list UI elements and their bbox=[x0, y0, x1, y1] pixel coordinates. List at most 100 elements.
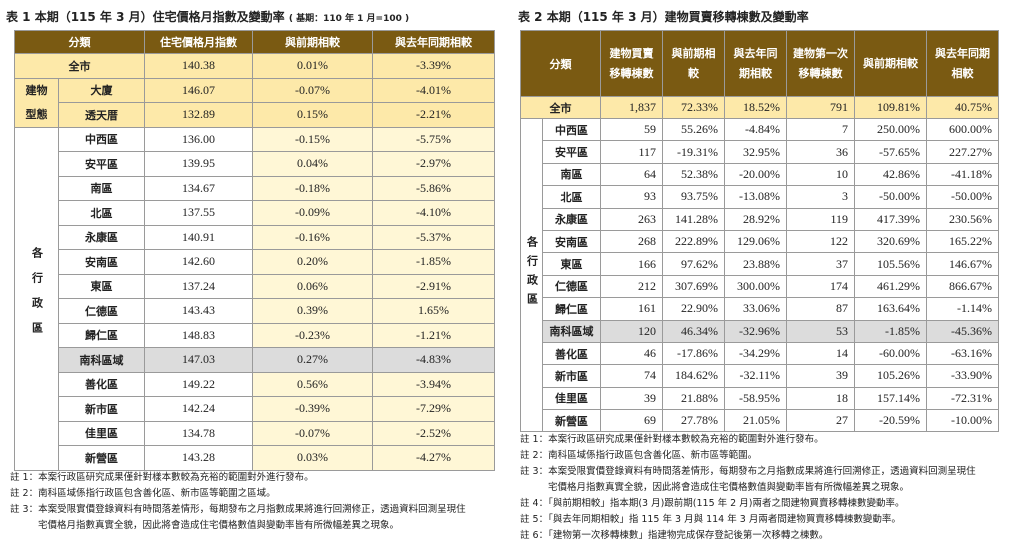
t1-district-mom: 0.04% bbox=[252, 151, 373, 177]
t2-note: 註 1：本案行政區研究成果僅針對樣本數較為充裕的範圍對外進行發布。 bbox=[520, 434, 824, 445]
t2-district-sale: 39 bbox=[600, 386, 663, 411]
t1-district-yoy: -7.29% bbox=[372, 396, 495, 422]
t2-total-name: 全市 bbox=[520, 96, 601, 119]
t2-district-name: 東區 bbox=[542, 252, 601, 276]
t2-district-first: 18 bbox=[786, 386, 855, 411]
t2-row-district: 新市區 74 184.62% -32.11% 39 105.26% -33.90% bbox=[521, 364, 999, 388]
t2-total-sale: 1,837 bbox=[600, 96, 663, 119]
t2-district-sale: 161 bbox=[600, 297, 663, 321]
t2-district-name: 安平區 bbox=[542, 140, 601, 164]
t2-district-mom: 184.62% bbox=[662, 364, 725, 388]
t2-district-fmom: 105.26% bbox=[854, 364, 927, 388]
t1-district-mom: 0.56% bbox=[252, 371, 373, 397]
t2-header-first: 建物第一次移轉棟數 bbox=[786, 30, 855, 97]
t2-district-mom: 46.34% bbox=[662, 319, 725, 343]
t2-district-fyoy: 227.27% bbox=[926, 140, 999, 164]
t1-row-total: 全市 140.38 0.01% -3.39% bbox=[14, 53, 495, 79]
t2-district-fmom: -20.59% bbox=[854, 409, 927, 433]
t1-district-mom: -0.18% bbox=[252, 175, 373, 201]
t2-district-fmom: 157.14% bbox=[854, 386, 927, 411]
t2-total-fyoy: 40.75% bbox=[926, 96, 999, 119]
t2-district-fyoy: 600.00% bbox=[926, 117, 999, 142]
t2-district-sale: 93 bbox=[600, 185, 663, 209]
t2-total-yoy: 18.52% bbox=[724, 96, 787, 119]
t2-district-name: 北區 bbox=[542, 185, 601, 209]
t1-building-index: 146.07 bbox=[144, 77, 253, 103]
t2-row-total: 全市 1,837 72.33% 18.52% 791 109.81% 40.75% bbox=[520, 96, 999, 119]
t2-district-mom: 21.88% bbox=[662, 386, 725, 411]
t1-row-district: 安南區 142.60 0.20% -1.85% bbox=[15, 249, 495, 275]
t2-row-district: 南科區域 120 46.34% -32.96% 53 -1.85% -45.36% bbox=[521, 319, 999, 343]
t2-district-fmom: 250.00% bbox=[854, 117, 927, 142]
t2-district-sale: 268 bbox=[600, 229, 663, 254]
t2-district-fyoy: 146.67% bbox=[926, 252, 999, 276]
t2-district-fmom: 417.39% bbox=[854, 207, 927, 231]
t2-district-first: 174 bbox=[786, 274, 855, 299]
t2-district-mom: 97.62% bbox=[662, 252, 725, 276]
t1-district-name: 安南區 bbox=[58, 249, 145, 275]
t1-district-index: 140.91 bbox=[144, 224, 253, 250]
t1-district-mom: -0.09% bbox=[252, 200, 373, 226]
t1-district-name: 善化區 bbox=[58, 371, 145, 397]
t1-total-mom: 0.01% bbox=[252, 53, 373, 79]
t1-row-district: 歸仁區 148.83 -0.23% -1.21% bbox=[15, 322, 495, 348]
t1-district-name: 永康區 bbox=[58, 224, 145, 250]
t2-district-sale: 212 bbox=[600, 274, 663, 299]
t1-district-mom: -0.23% bbox=[252, 322, 373, 348]
t2-row-district: 歸仁區 161 22.90% 33.06% 87 163.64% -1.14% bbox=[521, 297, 999, 321]
t1-district-yoy: -2.97% bbox=[372, 151, 495, 177]
t2-district-mom: 22.90% bbox=[662, 297, 725, 321]
t2-district-first: 14 bbox=[786, 341, 855, 366]
t2-note: 宅價格月指數真實全貌，因此將會造成住宅價格數值與變動率皆有所微幅差異之現象。 bbox=[548, 482, 910, 493]
t2-note: 註 2：南科區域係指行政區包含善化區、新市區等範圍。 bbox=[520, 450, 758, 461]
table2-panel: 表 2 本期（115 年 3 月）建物買賣移轉棟數及變動率 分類 建物買賣移轉棟… bbox=[518, 0, 1020, 541]
t2-district-yoy: -13.08% bbox=[724, 185, 787, 209]
t2-district-fmom: 320.69% bbox=[854, 229, 927, 254]
t1-district-name: 南科區域 bbox=[58, 347, 145, 373]
t1-row-district: 永康區 140.91 -0.16% -5.37% bbox=[15, 224, 495, 250]
t1-district-index: 134.67 bbox=[144, 175, 253, 201]
t2-district-sale: 263 bbox=[600, 207, 663, 231]
t2-district-fyoy: -41.18% bbox=[926, 162, 999, 187]
t2-district-mom: 141.28% bbox=[662, 207, 725, 231]
t2-note: 註 3：本案受限實價登錄資料有時間落差情形，每期發布之月指數成果將進行回溯修正，… bbox=[520, 466, 976, 477]
t2-district-yoy: -4.84% bbox=[724, 117, 787, 142]
t1-district-mom: -0.39% bbox=[252, 396, 373, 422]
t1-row-building: 透天厝 132.89 0.15% -2.21% bbox=[15, 102, 495, 128]
t1-district-name: 新營區 bbox=[58, 445, 145, 471]
t1-district-index: 134.78 bbox=[144, 420, 253, 446]
t1-district-mom: 0.03% bbox=[252, 445, 373, 471]
t2-district-sale: 120 bbox=[600, 319, 663, 343]
t2-total-fmom: 109.81% bbox=[854, 96, 927, 119]
t2-district-name: 歸仁區 bbox=[542, 297, 601, 321]
t1-row-district: 佳里區 134.78 -0.07% -2.52% bbox=[15, 420, 495, 446]
t2-total-first: 791 bbox=[786, 96, 855, 119]
t1-district-yoy: -2.91% bbox=[372, 273, 495, 299]
t2-district-name: 安南區 bbox=[542, 229, 601, 254]
t1-building-index: 132.89 bbox=[144, 102, 253, 128]
t2-district-sale: 117 bbox=[600, 140, 663, 164]
t2-header-sale: 建物買賣移轉棟數 bbox=[600, 30, 663, 97]
t1-district-mom: 0.06% bbox=[252, 273, 373, 299]
t1-district-index: 143.28 bbox=[144, 445, 253, 471]
t2-district-mom: -19.31% bbox=[662, 140, 725, 164]
t1-district-name: 東區 bbox=[58, 273, 145, 299]
t1-row-district: 新市區 142.24 -0.39% -7.29% bbox=[15, 396, 495, 422]
t2-district-first: 7 bbox=[786, 117, 855, 142]
t1-district-name: 北區 bbox=[58, 200, 145, 226]
t2-district-mom: 222.89% bbox=[662, 229, 725, 254]
t1-building-mom: 0.15% bbox=[252, 102, 373, 128]
t2-row-district: 北區 93 93.75% -13.08% 3 -50.00% -50.00% bbox=[521, 185, 999, 209]
t1-district-mom: 0.39% bbox=[252, 298, 373, 324]
t1-row-district: 善化區 149.22 0.56% -3.94% bbox=[15, 371, 495, 397]
t2-row-district: 仁德區 212 307.69% 300.00% 174 461.29% 866.67% bbox=[521, 274, 999, 299]
t1-note: 註 3：本案受限實價登錄資料有時間落差情形，每期發布之月指數成果將進行回溯修正，… bbox=[10, 504, 466, 515]
t1-header-mom: 與前期相較 bbox=[252, 30, 373, 54]
t1-header-category: 分類 bbox=[14, 30, 145, 54]
t2-district-yoy: 33.06% bbox=[724, 297, 787, 321]
t2-district-yoy: 23.88% bbox=[724, 252, 787, 276]
t2-district-sale: 166 bbox=[600, 252, 663, 276]
t2-row-district: 東區 166 97.62% 23.88% 37 105.56% 146.67% bbox=[521, 252, 999, 276]
t1-district-yoy: -1.21% bbox=[372, 322, 495, 348]
t2-district-yoy: 28.92% bbox=[724, 207, 787, 231]
